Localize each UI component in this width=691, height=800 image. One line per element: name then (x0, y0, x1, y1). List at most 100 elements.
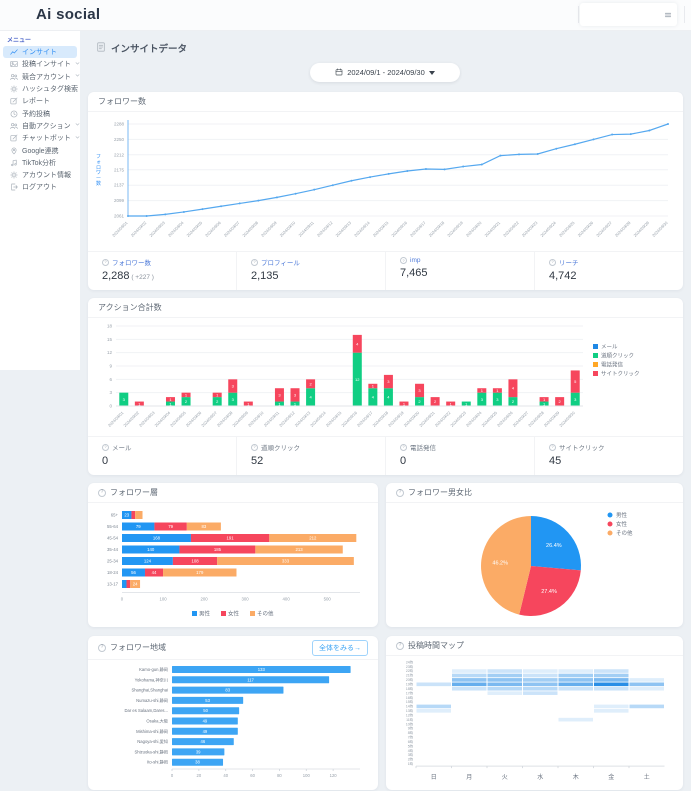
svg-text:Ito-shi,静岡: Ito-shi,静岡 (147, 759, 168, 766)
gear-icon (10, 85, 18, 93)
sidebar-item-3[interactable]: ハッシュタグ検索 (3, 83, 78, 95)
sidebar-item-0[interactable]: インサイト (3, 46, 77, 59)
clock-icon (10, 110, 18, 118)
stat-cell-1: ? プロフィール 2,135 (236, 252, 385, 290)
svg-text:5: 5 (574, 379, 577, 384)
see-all-button[interactable]: 全体をみる→ (312, 639, 368, 656)
svg-text:4: 4 (356, 341, 359, 346)
chevron-down-icon (75, 122, 80, 129)
svg-text:80: 80 (277, 773, 282, 778)
edit-icon (10, 97, 18, 105)
svg-text:500: 500 (324, 597, 332, 602)
svg-text:男性: 男性 (199, 610, 211, 618)
svg-text:4: 4 (512, 386, 515, 391)
sidebar-item-8[interactable]: Google連携 (3, 144, 77, 156)
sidebar: メニュー インサイト 投稿インサイト 競合アカウント ハッシュタグ検索 レポート 予約投稿… (0, 30, 80, 370)
sidebar-item-11[interactable]: ログアウト (3, 181, 77, 193)
sidebar-item-label: インサイト (22, 49, 57, 57)
sidebar-item-label: ログアウト (22, 184, 57, 192)
svg-text:179: 179 (196, 570, 204, 575)
sidebar-item-4[interactable]: レポート (3, 95, 77, 107)
sidebar-item-10[interactable]: アカウント情報 (3, 169, 77, 181)
info-icon: ? (102, 258, 109, 266)
image-icon (10, 60, 18, 68)
svg-text:7時: 7時 (408, 735, 414, 740)
stat-cell-2: ? 電話発信 0 (385, 437, 534, 475)
svg-text:2024/09/27: 2024/09/27 (595, 220, 613, 238)
svg-text:3: 3 (278, 392, 281, 397)
sidebar-item-7[interactable]: チャットボット (3, 132, 80, 144)
sidebar-item-9[interactable]: TikTok分析 (3, 157, 77, 169)
svg-text:117: 117 (247, 677, 254, 682)
svg-text:4時: 4時 (408, 748, 414, 753)
svg-text:79: 79 (168, 524, 173, 529)
info-icon: ? (396, 641, 404, 650)
stat-value: 2,288 ( +227 ) (102, 269, 154, 282)
logout-icon (10, 183, 18, 191)
chevron-down-icon (428, 70, 435, 75)
sidebar-item-label: TikTok分析 (22, 159, 56, 167)
svg-text:3: 3 (387, 379, 390, 384)
sidebar-item-label: 予約投稿 (22, 110, 50, 118)
actions-card-title-label: アクション合計数 (98, 303, 162, 312)
svg-text:83: 83 (225, 688, 230, 693)
actions-stats-row: ? メール 0? 道順クリック 52? 電話発信 0? サイトクリック 45 (88, 436, 683, 475)
svg-text:2024/09/11: 2024/09/11 (297, 220, 315, 238)
sidebar-item-1[interactable]: 投稿インサイト (3, 58, 80, 70)
svg-text:5時: 5時 (408, 743, 414, 748)
svg-text:1: 1 (138, 401, 141, 406)
svg-text:その他: その他 (616, 529, 633, 537)
svg-text:20時: 20時 (406, 677, 414, 682)
sidebar-item-label: Google連携 (22, 147, 59, 155)
svg-text:2024/09/29: 2024/09/29 (632, 220, 650, 238)
page-title-label: インサイトデータ (111, 44, 188, 55)
svg-text:2: 2 (309, 381, 312, 386)
stat-value: 0 (102, 454, 109, 467)
svg-text:26.4%: 26.4% (546, 543, 562, 549)
gender-ratio-card: ? フォロワー男女比 26.4% 27.4% 46.2% 男性 女性 その他 (386, 483, 683, 627)
svg-text:200: 200 (200, 597, 208, 602)
svg-text:Dar es Salaam,Dares...: Dar es Salaam,Dares... (124, 708, 168, 713)
sidebar-item-2[interactable]: 競合アカウント (3, 71, 80, 83)
svg-text:0: 0 (171, 773, 174, 778)
svg-text:1: 1 (294, 401, 297, 406)
demographics-stacked-chart: 65+ 23 55-64 79 79 83 45-54 168 191 212 35-44 140 18… (88, 503, 378, 627)
svg-text:2: 2 (434, 399, 437, 404)
sidebar-item-label: レポート (22, 98, 50, 106)
header-divider (684, 6, 685, 23)
svg-text:2024/09/04: 2024/09/04 (167, 220, 185, 238)
svg-text:3: 3 (232, 384, 235, 389)
svg-text:女性: 女性 (228, 610, 240, 618)
stat-cell-0: ? フォロワー数 2,288 ( +227 ) (88, 252, 236, 290)
svg-text:水: 水 (537, 773, 543, 781)
svg-text:60: 60 (250, 773, 255, 778)
sidebar-item-5[interactable]: 予約投稿 (3, 107, 77, 119)
gender-card-title-label: フォロワー男女比 (408, 488, 472, 497)
svg-text:1: 1 (543, 397, 546, 402)
chevron-down-icon (75, 73, 80, 80)
svg-text:65+: 65+ (111, 513, 119, 518)
svg-text:13-17: 13-17 (107, 582, 119, 587)
svg-text:3: 3 (232, 397, 235, 402)
svg-text:14時: 14時 (406, 704, 414, 709)
svg-text:18: 18 (107, 324, 113, 329)
svg-text:2024/09/01: 2024/09/01 (111, 220, 129, 238)
hamburger-icon (664, 6, 672, 24)
svg-text:Kamo-gun,静岡: Kamo-gun,静岡 (139, 666, 168, 673)
sidebar-item-label: アカウント情報 (22, 172, 71, 180)
svg-text:20: 20 (197, 773, 202, 778)
demographics-card-title-label: フォロワー層 (110, 488, 158, 497)
date-range-picker[interactable]: 2024/09/1 - 2024/09/30 (310, 63, 460, 82)
account-selector[interactable] (580, 3, 677, 26)
svg-text:2024/09/25: 2024/09/25 (558, 220, 576, 238)
svg-text:53: 53 (205, 698, 210, 703)
sidebar-item-6[interactable]: 自動アクション (3, 120, 80, 132)
stat-label: メール (112, 445, 132, 452)
users-icon (10, 122, 18, 130)
svg-text:Nagoya-shi,愛知: Nagoya-shi,愛知 (137, 738, 168, 745)
svg-text:2024/09/09: 2024/09/09 (260, 220, 278, 238)
svg-text:38: 38 (195, 760, 200, 765)
followers-line-chart: 2061 2099 2137 2175 2212 2250 2288 2024/09/01 20… (88, 114, 683, 252)
svg-text:3: 3 (418, 388, 421, 393)
svg-text:16時: 16時 (406, 695, 414, 700)
